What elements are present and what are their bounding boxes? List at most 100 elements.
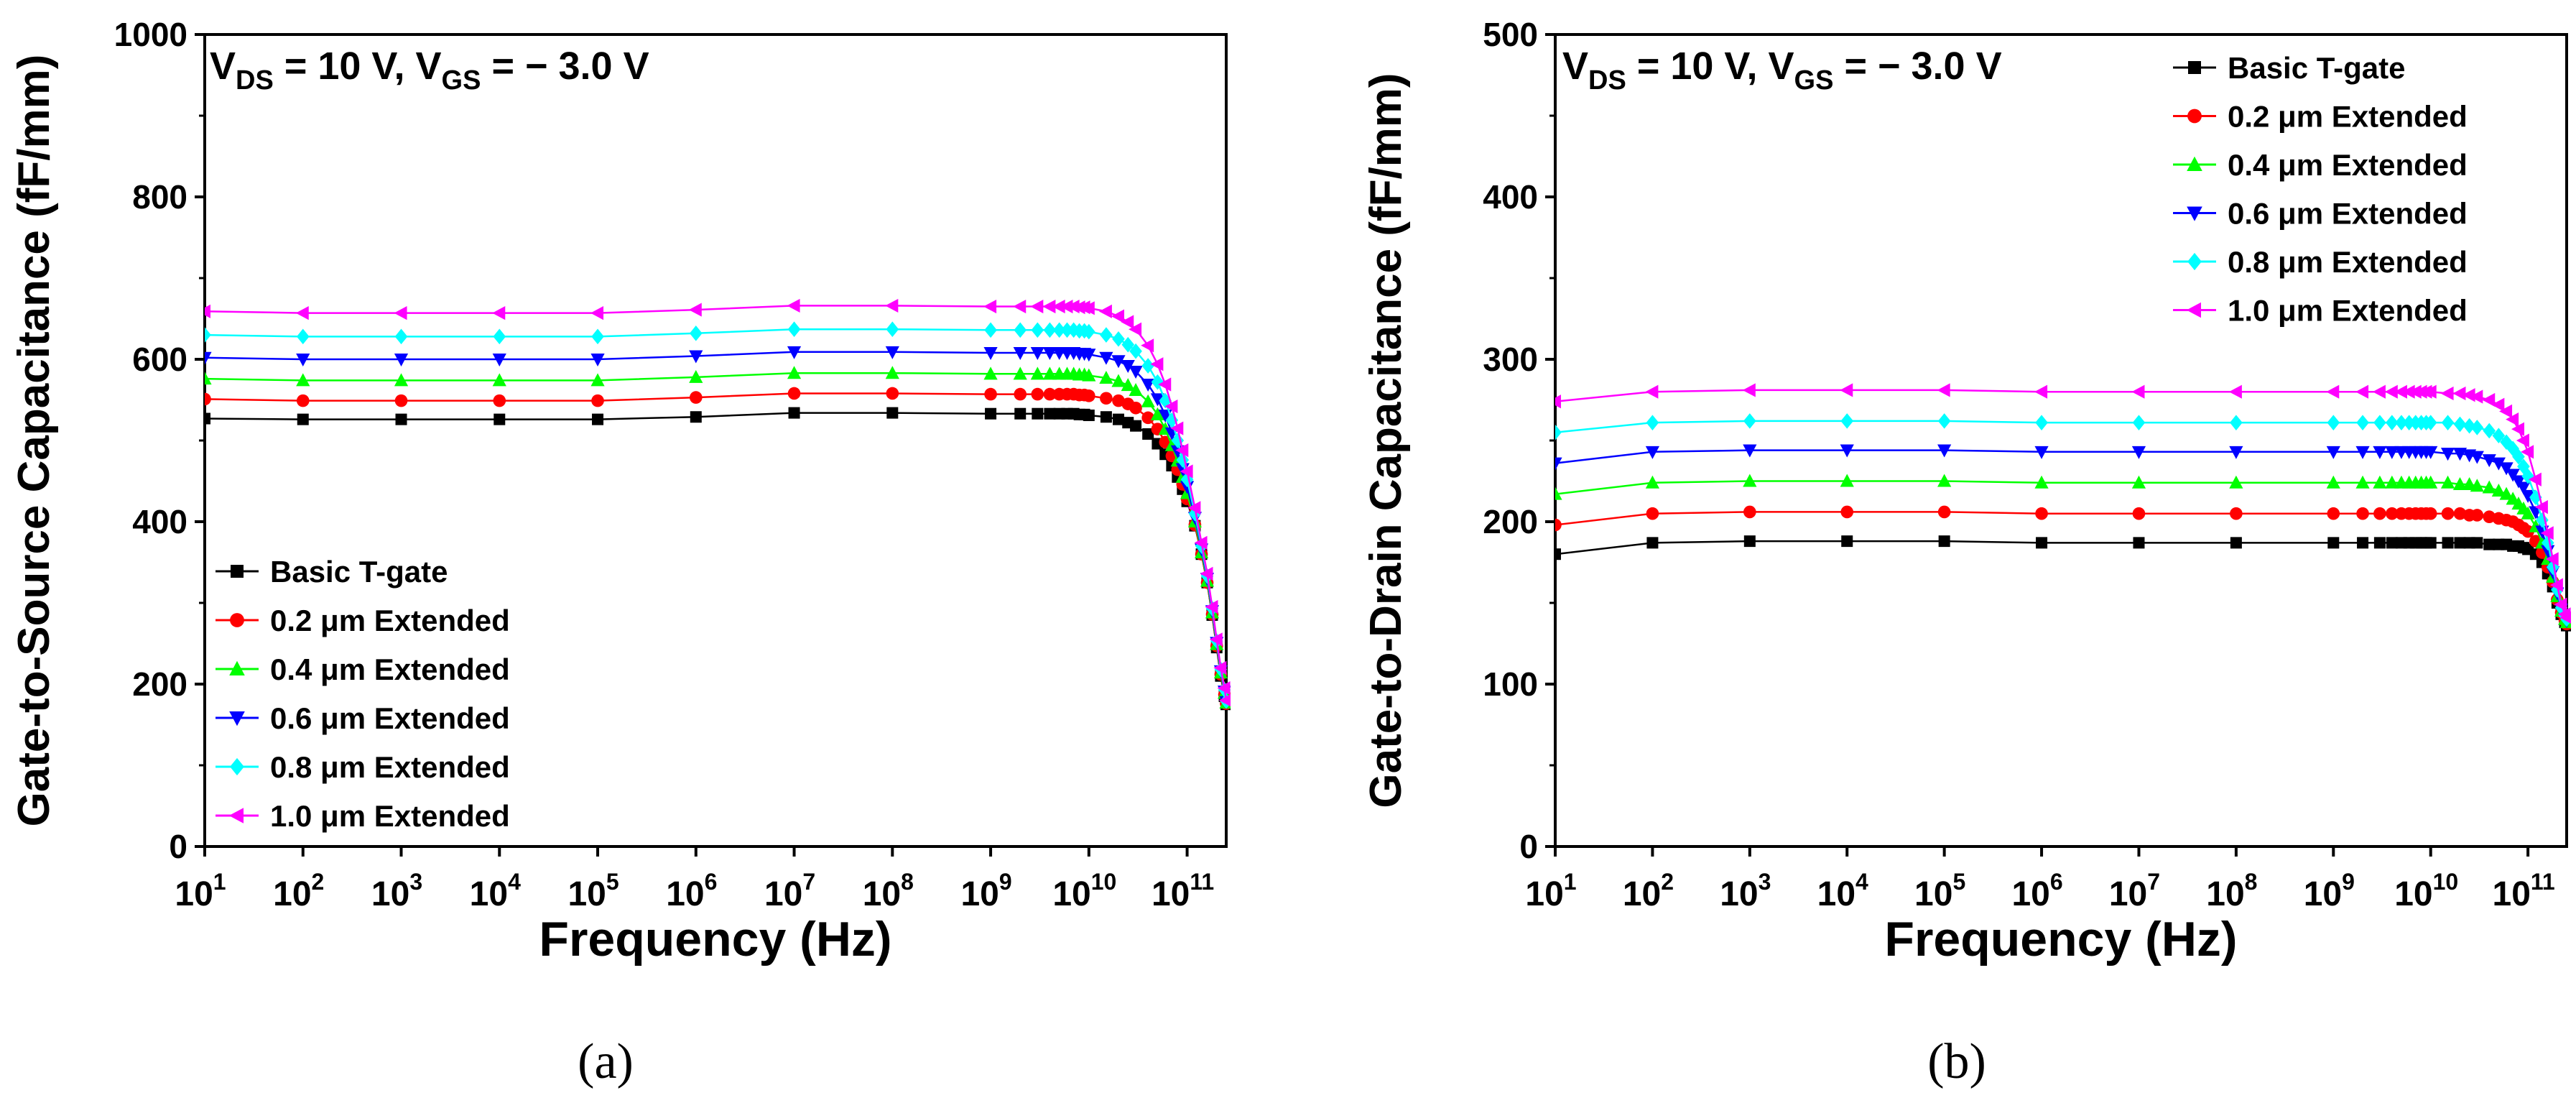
data-point (1164, 399, 1178, 414)
data-point (1158, 377, 1172, 392)
series-line (1555, 449, 2568, 622)
data-point (2230, 415, 2243, 430)
x-tick-label: 1010 (2394, 869, 2458, 913)
x-tick-label: 107 (2109, 869, 2160, 913)
data-point (2491, 484, 2506, 497)
data-point (1217, 681, 1231, 696)
data-point (2395, 415, 2408, 430)
data-point (1098, 304, 1112, 318)
data-point (688, 303, 702, 317)
data-point (1555, 424, 1562, 440)
data-point (494, 413, 506, 425)
data-point (2517, 458, 2530, 474)
series-0-2-m-extended (1555, 505, 2571, 631)
data-point (1129, 343, 1142, 359)
x-tick-exponent: 5 (606, 869, 619, 895)
data-point (1743, 474, 1757, 487)
data-point (2230, 537, 2242, 549)
data-point (2500, 434, 2513, 451)
legend-marker (231, 565, 244, 578)
x-tick-exponent: 10 (1091, 869, 1117, 895)
data-point (1743, 444, 1757, 458)
data-point (2483, 538, 2496, 550)
data-point (885, 346, 899, 359)
data-point (1013, 346, 1027, 360)
data-point (1840, 444, 1854, 458)
x-tick-label: 103 (1720, 869, 1771, 913)
x-tick-exponent: 6 (2050, 869, 2063, 895)
data-point (205, 327, 211, 343)
x-tick-exponent: 1 (1564, 869, 1577, 895)
data-point (1030, 346, 1044, 360)
data-point (2483, 510, 2496, 524)
data-point (1646, 507, 1659, 520)
data-point (2355, 384, 2369, 399)
data-point (1112, 331, 1125, 347)
x-tick-base: 10 (470, 875, 508, 913)
data-point (2229, 446, 2243, 459)
data-point (689, 391, 703, 404)
data-point (1042, 366, 1057, 380)
x-tick-label: 101 (175, 869, 226, 913)
legend-marker (2188, 61, 2201, 74)
data-point (2372, 384, 2386, 399)
data-point (1150, 407, 1165, 420)
data-point (1180, 464, 1193, 479)
x-tick-base: 10 (2109, 875, 2147, 913)
data-point (493, 328, 506, 345)
data-point (1121, 336, 1135, 353)
data-point (296, 373, 310, 387)
legend-label: 0.6 μm Extended (270, 701, 510, 735)
data-point (2516, 433, 2529, 448)
data-point (590, 354, 605, 366)
data-point (205, 372, 212, 385)
y-tick-label: 0 (169, 828, 187, 865)
x-tick-label: 108 (863, 869, 914, 913)
data-point (2453, 507, 2467, 520)
data-point (1013, 299, 1027, 314)
data-point (1645, 446, 1660, 459)
x-tick-exponent: 7 (2147, 869, 2160, 895)
data-point (1937, 413, 1951, 429)
data-point (1555, 395, 1561, 409)
data-point (2373, 475, 2387, 489)
data-point (886, 407, 899, 419)
legend: Basic T-gate 0.2 μm Extended 0.4 μm Extend… (216, 555, 510, 833)
data-point (1083, 389, 1095, 402)
x-tick-label: 109 (2304, 869, 2355, 913)
x-tick-base: 10 (863, 875, 901, 913)
x-tick-base: 10 (2011, 875, 2049, 913)
data-point (2327, 507, 2340, 520)
legend-marker (229, 660, 245, 675)
data-point (2131, 475, 2146, 489)
y-tick-label: 0 (1519, 828, 1538, 865)
data-point (591, 394, 604, 407)
data-point (1121, 315, 1134, 329)
data-point (2132, 415, 2146, 430)
legend-marker (2187, 156, 2202, 171)
data-point (1052, 322, 1066, 338)
data-point (1937, 444, 1952, 458)
data-point (1840, 413, 1854, 429)
data-point (1141, 338, 1154, 353)
data-point (2034, 446, 2049, 459)
data-point (296, 394, 310, 407)
data-point (590, 373, 605, 387)
x-tick-base: 10 (1720, 875, 1758, 913)
data-point (1555, 518, 1562, 532)
data-point (985, 407, 997, 420)
data-point (1646, 415, 1659, 430)
x-tick-label: 1010 (1052, 869, 1116, 913)
x-axis-title: Frequency (Hz) (539, 912, 891, 966)
series-line (205, 305, 1228, 701)
data-point (1111, 355, 1126, 369)
data-point (2440, 475, 2455, 489)
data-point (2549, 578, 2563, 592)
x-tick-exponent: 3 (409, 869, 422, 895)
data-point (2453, 416, 2467, 433)
legend-label: 0.4 μm Extended (270, 652, 510, 686)
series-0-6-m-extended (1555, 444, 2571, 628)
data-point (2516, 481, 2531, 495)
x-tick-base: 10 (567, 875, 606, 913)
data-point (983, 346, 998, 360)
